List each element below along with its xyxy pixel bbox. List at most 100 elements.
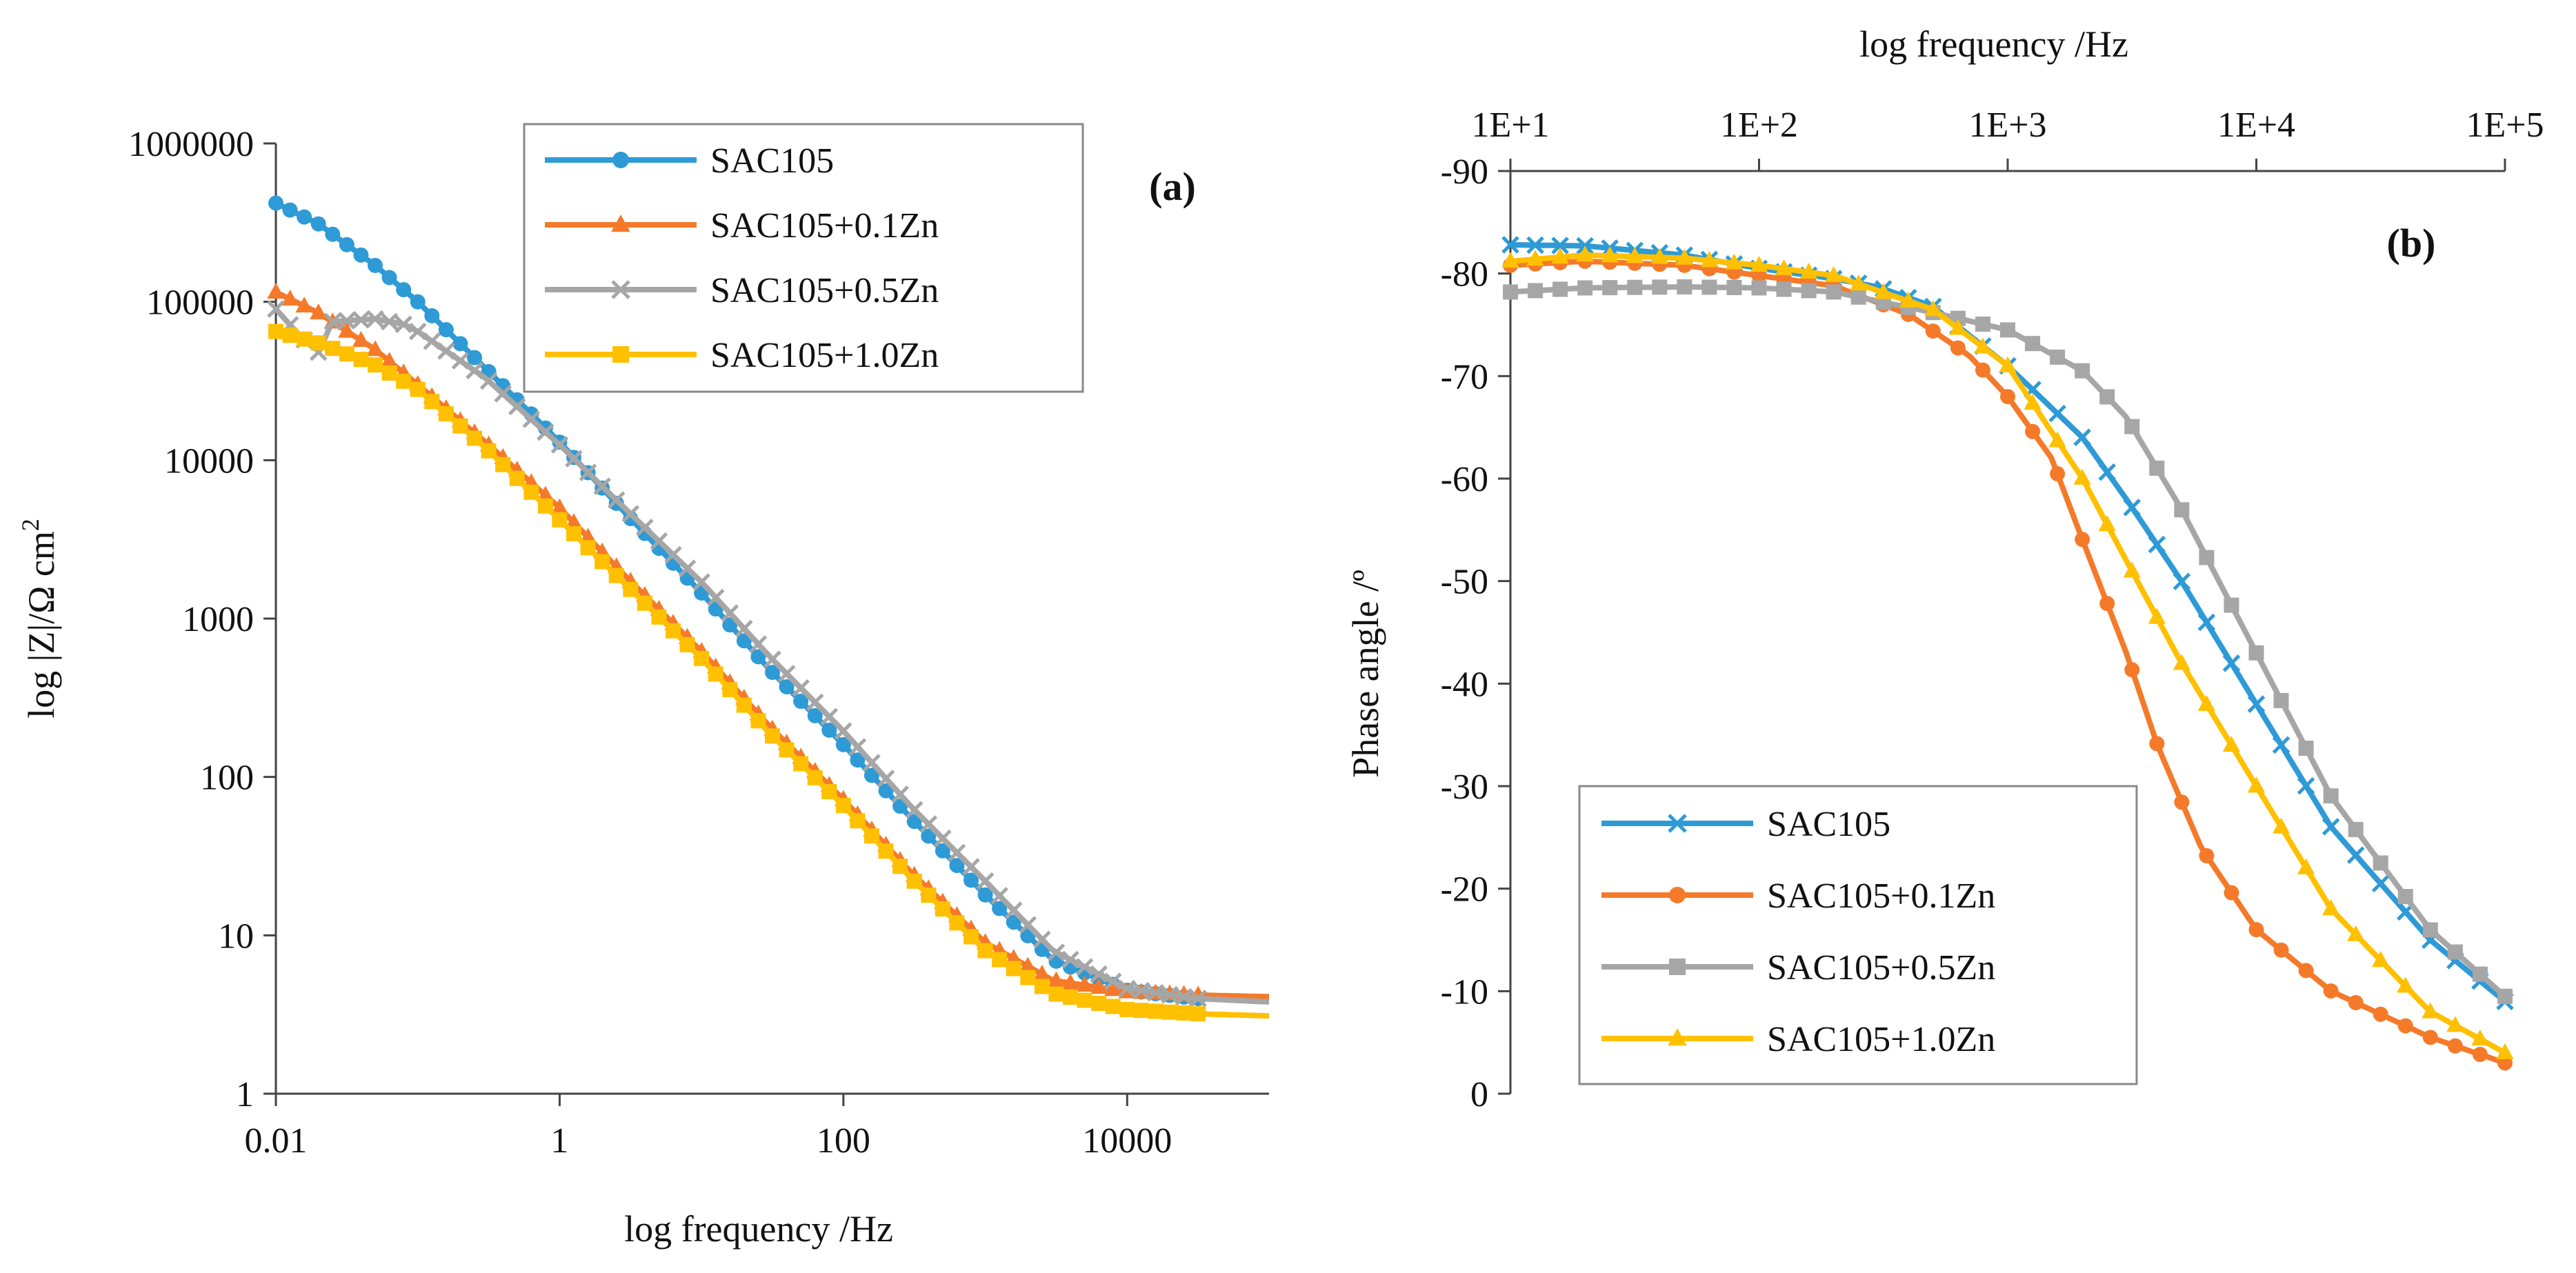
chart-a-data-point [1104, 980, 1122, 996]
chart-b-data-point [2297, 776, 2315, 795]
chart-b-legend-label: SAC105 [1767, 805, 1890, 844]
chart-b-data-point [2173, 572, 2191, 591]
chart-a-data-point [1061, 950, 1079, 969]
chart-b-data-point [2373, 855, 2388, 871]
chart-a-x-tick-label: 10000 [1082, 1121, 1172, 1161]
chart-b-data-point [1825, 265, 1843, 282]
chart-b-data-point [2272, 817, 2290, 834]
chart-b-data-point [1950, 340, 1966, 356]
chart-a-data-point [1006, 961, 1021, 976]
chart-b-data-point [1501, 236, 1519, 254]
chart-a-data-point [380, 312, 399, 331]
chart-a-data-point [750, 649, 766, 665]
chart-a-data-point [1033, 930, 1051, 949]
chart-b-data-point [2124, 419, 2140, 434]
chart-a-data-point [353, 247, 369, 263]
chart-a-legend-marker [612, 152, 629, 168]
chart-a-data-point [509, 470, 525, 486]
chart-b-data-point [2248, 645, 2264, 661]
chart-a-data-point [325, 226, 341, 242]
chart-b-x-tick-label: 1E+1 [1471, 106, 1549, 145]
chart-b-y-tick-label: -50 [1441, 563, 1488, 602]
chart-b-y-tick-label: -10 [1441, 972, 1488, 1012]
chart-a-data-point [749, 635, 768, 653]
chart-a-data-point [864, 828, 879, 844]
chart-a-data-point [977, 943, 993, 959]
chart-a-data-point [267, 300, 285, 318]
chart-b-data-point [1801, 283, 1817, 299]
chart-a-data-point [467, 350, 482, 365]
chart-b-data-point [1503, 284, 1518, 300]
chart-b-data-point [1602, 280, 1618, 296]
chart-a-data-point [921, 828, 937, 844]
chart-b-data-point [1974, 337, 1992, 354]
chart-b-data-point [1526, 250, 1544, 266]
chart-a-data-point [523, 484, 539, 500]
chart-b-data-point [2222, 654, 2241, 672]
chart-a-data-point [1132, 981, 1150, 1000]
chart-b-data-point [1799, 262, 1818, 279]
chart-b-legend-label: SAC105+0.5Zn [1767, 948, 1995, 988]
chart-a-data-point [664, 545, 682, 564]
chart-a-data-point [566, 526, 581, 542]
chart-a-legend-label: SAC105+1.0Zn [710, 336, 939, 375]
chart-b-data-point [2048, 404, 2066, 423]
chart-a-data-point [821, 783, 837, 799]
chart-b-data-point [1551, 248, 1569, 264]
chart-b-legend-marker [1668, 1028, 1687, 1046]
chart-a-data-point [1077, 992, 1092, 1008]
chart-a-data-point [338, 312, 356, 330]
chart-b-data-point [2347, 925, 2365, 941]
chart-a-data-point [878, 783, 894, 799]
chart-b-data-point [2149, 460, 2165, 476]
chart-b-data-point [2098, 515, 2116, 532]
chart-a-data-point [963, 872, 979, 888]
chart-b-data-point [2050, 466, 2066, 482]
chart-a-x-tick-label: 1 [550, 1121, 568, 1161]
chart-a-data-point [467, 430, 482, 446]
chart-a-data-point [408, 322, 427, 341]
chart-a-data-point [990, 887, 1008, 905]
chart-a-data-point [750, 713, 766, 729]
chart-a-data-point [1075, 958, 1094, 976]
chart-a-data-point [268, 323, 283, 339]
chart-b-data-point [2123, 561, 2141, 578]
chart-a-data-point [935, 843, 950, 859]
chart-b-data-point [2000, 322, 2015, 338]
chart-b-data-point [2371, 874, 2390, 892]
chart-b-y-tick-label: -80 [1441, 255, 1488, 294]
chart-b-y-axis-title: Phase angle /º [1345, 570, 1386, 778]
chart-b-data-point [2447, 1038, 2463, 1054]
chart-a-data-point [919, 815, 938, 833]
chart-a-data-point [736, 633, 752, 649]
chart-b-data-point [1826, 284, 1841, 300]
chart-a-data-point [1175, 988, 1193, 1006]
chart-a-data-point [423, 332, 441, 350]
chart-a-data-point [835, 736, 851, 752]
chart-b-data-point [2025, 423, 2041, 439]
chart-a-y-axis-title: log |Z|/Ω cm2 [17, 519, 62, 719]
chart-a-data-point [1148, 1003, 1164, 1019]
chart-a-legend-marker [611, 214, 630, 232]
chart-b-x-tick-label: 1E+3 [1968, 106, 2046, 145]
chart-b-data-point [2348, 994, 2364, 1010]
chart-a-data-point [352, 310, 370, 329]
chart-b-data-point [1700, 251, 1719, 268]
chart-b-data-point [2348, 821, 2364, 837]
chart-a-legend-marker [612, 346, 629, 363]
chart-b-data-point [2024, 394, 2041, 410]
chart-a-legend-marker [611, 280, 630, 299]
chart-a-data-point [949, 858, 965, 874]
chart-a-y-tick-label: 100000 [146, 283, 254, 323]
chart-b-data-point [1975, 362, 1990, 378]
chart-a-data-point [508, 397, 526, 416]
chart-a-data-point [381, 365, 397, 381]
chart-a-data-point [977, 887, 993, 903]
chart-a-data-point [268, 195, 283, 211]
chart-a-data-point [479, 372, 498, 390]
chart-b-data-point [2447, 944, 2463, 960]
chart-b-data-point [2148, 535, 2166, 554]
chart-a-legend-label: SAC105 [710, 141, 834, 181]
chart-a-x-tick-label: 0.01 [245, 1121, 308, 1161]
chart-b-data-point [2149, 736, 2165, 752]
